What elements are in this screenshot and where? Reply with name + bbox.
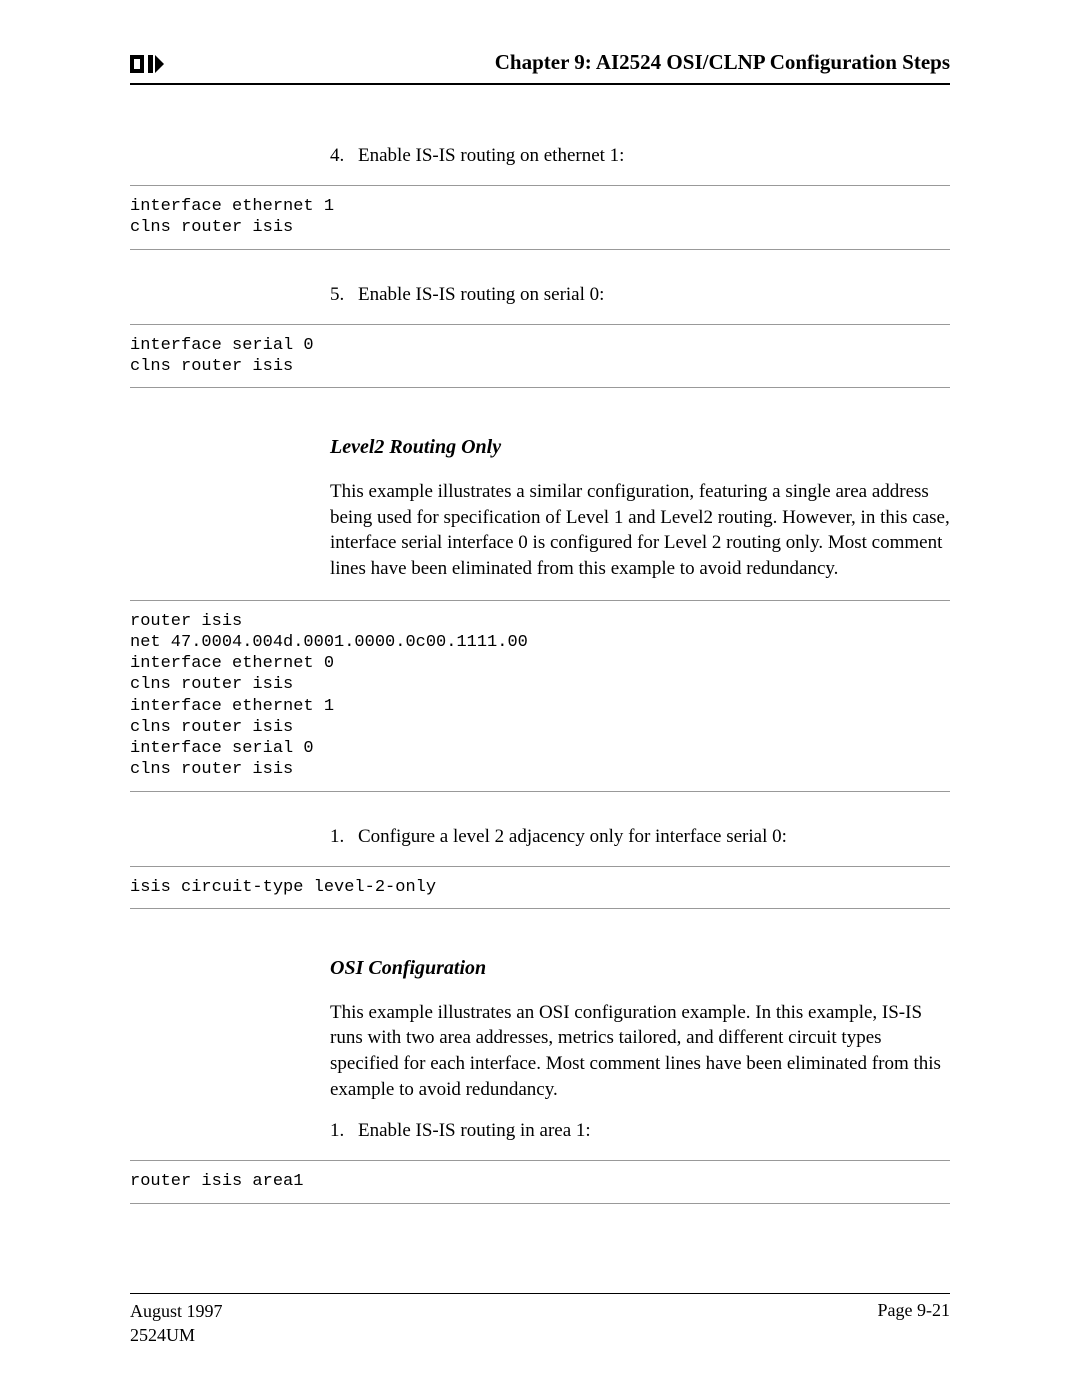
list-text: Enable IS-IS routing in area 1: xyxy=(358,1120,591,1142)
page-footer: August 1997 2524UM Page 9-21 xyxy=(130,1293,950,1347)
section-heading: Level2 Routing Only xyxy=(330,436,950,459)
logo-icon xyxy=(130,53,164,75)
code-block: router isis net 47.0004.004d.0001.0000.0… xyxy=(130,600,950,792)
paragraph: This example illustrates an OSI configur… xyxy=(330,1000,950,1103)
section-osi: OSI Configuration This example illustrat… xyxy=(330,957,950,1143)
section-heading: OSI Configuration xyxy=(330,957,950,980)
footer-page: Page 9-21 xyxy=(878,1300,950,1347)
list-text: Enable IS-IS routing on serial 0: xyxy=(358,284,604,306)
code-block: interface ethernet 1 clns router isis xyxy=(130,185,950,250)
list-number: 1. xyxy=(330,826,358,848)
list-number: 4. xyxy=(330,145,358,167)
step-l2-1: 1. Configure a level 2 adjacency only fo… xyxy=(330,826,950,848)
step-5: 5. Enable IS-IS routing on serial 0: xyxy=(330,284,950,306)
list-text: Configure a level 2 adjacency only for i… xyxy=(358,826,787,848)
paragraph: This example illustrates a similar confi… xyxy=(330,479,950,582)
step-4: 4. Enable IS-IS routing on ethernet 1: xyxy=(330,145,950,167)
chapter-title: Chapter 9: AI2524 OSI/CLNP Configuration… xyxy=(495,50,950,75)
footer-left: August 1997 2524UM xyxy=(130,1300,223,1347)
code-block: router isis area1 xyxy=(130,1160,950,1203)
section-level2: Level2 Routing Only This example illustr… xyxy=(330,436,950,582)
list-number: 5. xyxy=(330,284,358,306)
content: 4. Enable IS-IS routing on ethernet 1: i… xyxy=(130,145,950,1204)
page: Chapter 9: AI2524 OSI/CLNP Configuration… xyxy=(0,0,1080,1397)
code-block: interface serial 0 clns router isis xyxy=(130,324,950,389)
list-number: 1. xyxy=(330,1120,358,1142)
code-block: isis circuit-type level-2-only xyxy=(130,866,950,909)
page-header: Chapter 9: AI2524 OSI/CLNP Configuration… xyxy=(130,50,950,85)
footer-date: August 1997 xyxy=(130,1300,223,1323)
list-text: Enable IS-IS routing on ethernet 1: xyxy=(358,145,624,167)
footer-docnum: 2524UM xyxy=(130,1324,223,1347)
